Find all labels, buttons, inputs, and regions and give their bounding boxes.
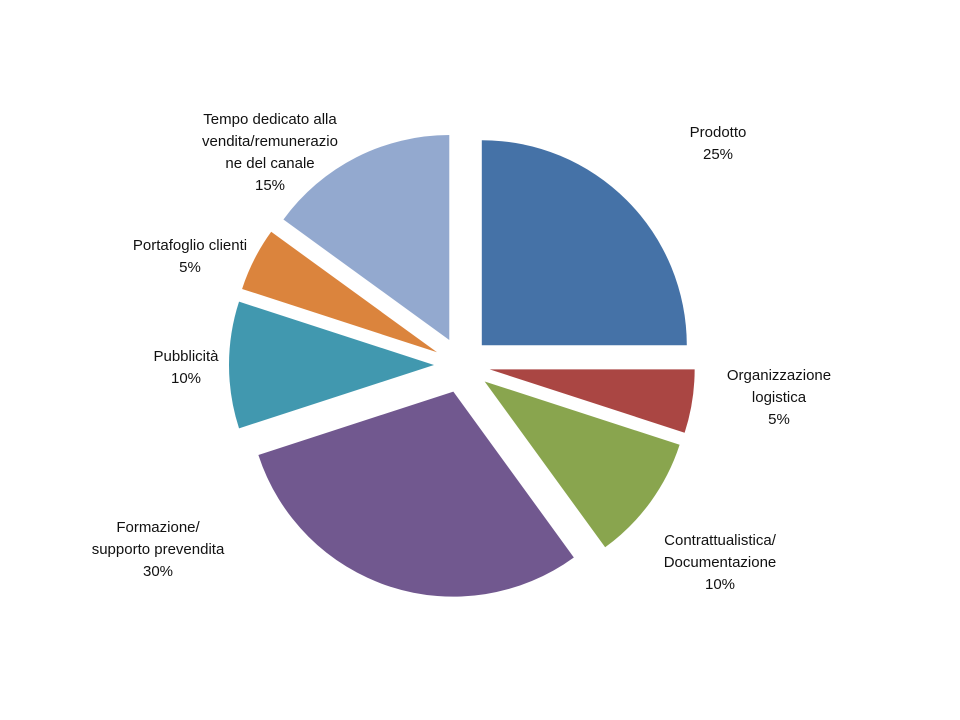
slice-category-label: Contrattualistica/ <box>664 532 777 549</box>
pie-slice-6 <box>283 135 450 341</box>
slice-category-label: Portafoglio clienti <box>133 237 247 254</box>
slice-category-label: Organizzazione <box>727 367 831 384</box>
pie-slice-5 <box>242 231 438 353</box>
slice-label-4: Pubblicità 10% <box>153 348 219 387</box>
slice-category-label: ne del canale <box>225 155 314 172</box>
slice-category-label: Tempo dedicato alla <box>203 111 337 128</box>
slice-value-label: 25% <box>703 146 733 163</box>
pie-slice-1 <box>489 369 695 433</box>
pie-slices <box>229 135 695 597</box>
pie-slice-3 <box>258 391 574 597</box>
slice-label-2: Contrattualistica/Documentazione 10% <box>664 532 777 593</box>
slice-value-label: 10% <box>171 370 201 387</box>
slice-value-label: 10% <box>705 576 735 593</box>
slice-label-3: Formazione/supporto prevendita 30% <box>92 519 225 580</box>
slice-value-label: 5% <box>179 259 201 276</box>
slice-category-label: Pubblicità <box>153 348 219 365</box>
slice-label-6: Tempo dedicato alla vendita/remunerazio ne… <box>202 111 338 194</box>
slice-value-label: 5% <box>768 411 790 428</box>
pie-slice-4 <box>229 301 434 429</box>
slice-category-label: Documentazione <box>664 554 777 571</box>
slice-category-label: vendita/remunerazio <box>202 133 338 150</box>
slice-label-5: Portafoglio clienti 5% <box>133 237 247 276</box>
pie-labels: Prodotto 25% Organizzazione logistica 5% Cont… <box>92 111 831 593</box>
slice-category-label: Formazione/ <box>116 519 200 536</box>
slice-label-1: Organizzazione logistica 5% <box>727 367 831 428</box>
slice-label-0: Prodotto 25% <box>690 124 747 163</box>
slice-category-label: supporto prevendita <box>92 541 225 558</box>
slice-value-label: 30% <box>143 563 173 580</box>
slice-category-label: Prodotto <box>690 124 747 141</box>
slice-value-label: 15% <box>255 177 285 194</box>
pie-slice-0 <box>481 140 687 346</box>
slice-category-label: logistica <box>752 389 807 406</box>
pie-slice-2 <box>484 381 680 548</box>
